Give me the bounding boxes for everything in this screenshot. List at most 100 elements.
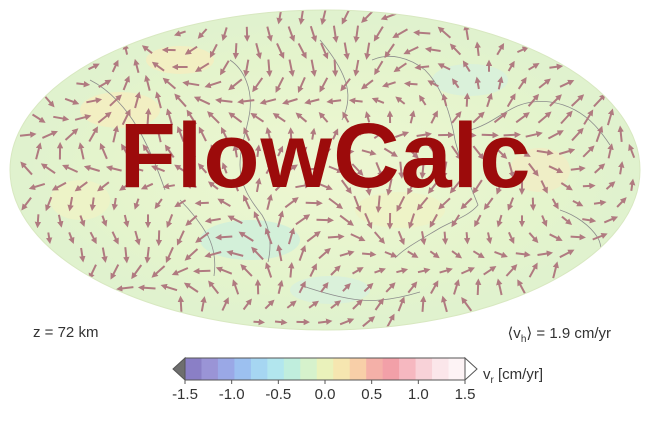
velocity-arrow bbox=[111, 197, 118, 211]
colorbar-tick-label: -0.5 bbox=[265, 386, 291, 403]
velocity-arrow bbox=[187, 144, 196, 158]
velocity-arrow bbox=[384, 43, 395, 59]
velocity-arrow bbox=[594, 163, 606, 174]
velocity-arrow bbox=[164, 144, 175, 158]
velocity-arrow bbox=[101, 247, 108, 263]
velocity-arrow bbox=[287, 227, 296, 245]
velocity-arrow bbox=[537, 250, 554, 257]
velocity-arrow bbox=[507, 60, 515, 72]
velocity-arrow bbox=[341, 10, 350, 25]
velocity-arrow bbox=[371, 97, 385, 104]
velocity-arrow bbox=[142, 144, 153, 159]
velocity-arrow bbox=[134, 91, 141, 109]
velocity-arrow bbox=[416, 196, 429, 211]
velocity-arrow bbox=[528, 62, 540, 71]
velocity-arrow bbox=[340, 179, 352, 194]
velocity-arrow bbox=[320, 10, 327, 26]
velocity-arrow bbox=[472, 111, 485, 124]
colorbar-segment bbox=[300, 358, 318, 380]
velocity-arrow bbox=[528, 262, 538, 278]
velocity-arrow bbox=[582, 182, 596, 190]
velocity-arrow bbox=[176, 230, 185, 246]
velocity-arrow bbox=[496, 42, 505, 56]
velocity-arrow bbox=[495, 179, 504, 195]
velocity-arrow bbox=[79, 215, 86, 227]
velocity-arrow bbox=[67, 196, 74, 212]
velocity-arrow bbox=[226, 249, 244, 257]
velocity-arrow bbox=[406, 146, 419, 159]
velocity-arrow bbox=[288, 261, 295, 278]
velocity-arrow bbox=[396, 267, 409, 274]
velocity-arrow bbox=[353, 195, 362, 213]
velocity-arrow bbox=[606, 108, 615, 126]
velocity-arrow bbox=[420, 295, 427, 312]
velocity-arrow bbox=[430, 280, 439, 294]
vh-sub: h bbox=[520, 334, 527, 345]
velocity-arrow bbox=[348, 97, 363, 104]
velocity-arrow bbox=[603, 216, 619, 224]
velocity-arrow bbox=[582, 145, 595, 158]
velocity-arrow bbox=[112, 125, 119, 143]
velocity-arrow bbox=[122, 42, 129, 55]
velocity-arrow bbox=[31, 113, 46, 123]
velocity-arrow bbox=[298, 244, 307, 261]
velocity-arrow bbox=[86, 97, 103, 104]
velocity-arrow bbox=[528, 162, 539, 177]
velocity-arrow bbox=[123, 214, 130, 228]
velocity-arrow bbox=[286, 300, 297, 309]
velocity-arrow bbox=[64, 128, 79, 141]
vh-prefix: ⟨v bbox=[507, 325, 521, 342]
cb-label-prefix: v bbox=[483, 366, 491, 383]
velocity-arrow bbox=[381, 81, 396, 88]
velocity-arrow bbox=[541, 215, 548, 227]
velocity-arrow bbox=[309, 127, 317, 140]
velocity-arrow bbox=[295, 112, 308, 123]
velocity-arrow bbox=[342, 111, 350, 123]
velocity-arrow bbox=[221, 297, 229, 311]
velocity-arrow bbox=[332, 128, 339, 140]
velocity-arrow bbox=[549, 94, 562, 107]
velocity-arrow bbox=[474, 278, 482, 296]
velocity-arrow bbox=[483, 265, 497, 276]
velocity-arrow bbox=[272, 112, 286, 123]
cb-label-suffix: [cm/yr] bbox=[493, 366, 544, 383]
cb-label-sub: r bbox=[490, 375, 494, 386]
velocity-arrow bbox=[617, 125, 624, 143]
velocity-arrow bbox=[215, 266, 233, 275]
velocity-arrow bbox=[343, 42, 350, 60]
velocity-arrow bbox=[277, 210, 285, 228]
vr-patch bbox=[146, 46, 214, 74]
velocity-arrow bbox=[441, 161, 448, 179]
velocity-arrow bbox=[351, 267, 364, 275]
colorbar-tick-label: -1.0 bbox=[219, 386, 245, 403]
velocity-arrow bbox=[339, 214, 354, 226]
flowcalc-title: FlowCalc bbox=[119, 105, 532, 207]
velocity-arrow bbox=[549, 63, 564, 70]
velocity-arrow bbox=[474, 76, 481, 90]
velocity-arrow bbox=[219, 60, 230, 76]
velocity-arrow bbox=[394, 131, 410, 139]
velocity-arrow bbox=[362, 250, 377, 258]
velocity-arrow bbox=[250, 112, 265, 123]
velocity-arrow bbox=[515, 251, 531, 258]
velocity-arrow bbox=[204, 217, 221, 224]
velocity-arrow bbox=[413, 29, 431, 36]
velocity-arrow bbox=[560, 182, 573, 191]
velocity-arrow bbox=[193, 96, 211, 106]
velocity-arrow bbox=[155, 125, 162, 143]
velocity-arrow bbox=[304, 98, 320, 105]
velocity-arrow bbox=[287, 26, 296, 42]
velocity-arrow bbox=[373, 130, 386, 140]
velocity-arrow bbox=[361, 10, 374, 24]
velocity-arrow bbox=[195, 231, 210, 243]
velocity-arrow bbox=[517, 76, 527, 90]
velocity-arrow bbox=[45, 196, 53, 212]
velocity-arrow bbox=[472, 145, 485, 160]
velocity-arrow bbox=[628, 178, 636, 191]
velocity-arrow bbox=[207, 181, 219, 190]
velocity-arrow bbox=[496, 214, 503, 228]
velocity-arrow bbox=[277, 145, 284, 157]
velocity-arrow bbox=[441, 231, 449, 245]
velocity-arrow bbox=[122, 75, 130, 91]
velocity-arrow bbox=[144, 246, 151, 264]
